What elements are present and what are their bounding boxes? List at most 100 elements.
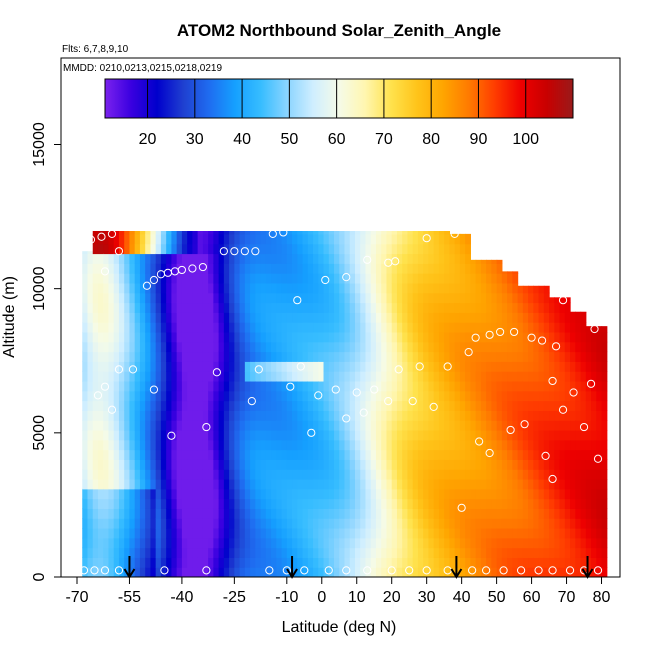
heatmap-cell	[129, 518, 136, 529]
heatmap-cell	[229, 488, 235, 500]
heatmap-cell	[318, 231, 325, 235]
heatmap-cell	[349, 231, 356, 235]
heatmap-cell	[580, 311, 587, 313]
heatmap-cell	[218, 233, 225, 245]
heatmap-cell	[543, 410, 550, 421]
heatmap-cell	[454, 302, 461, 313]
heatmap-cell	[187, 302, 193, 313]
heatmap-cell	[501, 547, 508, 558]
heatmap-cell	[250, 351, 256, 362]
heatmap-cell	[229, 390, 235, 402]
heatmap-cell	[286, 351, 293, 362]
heatmap-cell	[129, 537, 136, 549]
heatmap-cell	[176, 400, 183, 411]
heatmap-cell	[208, 243, 214, 255]
heatmap-cell	[171, 469, 178, 480]
heatmap-cell	[570, 322, 576, 333]
heatmap-cell	[480, 312, 487, 323]
heatmap-cell	[491, 459, 498, 470]
heatmap-cell	[265, 322, 272, 333]
heatmap-cell	[260, 429, 267, 441]
sample-point	[251, 247, 260, 256]
heatmap-cell	[554, 567, 561, 577]
surface-sample-point	[548, 566, 557, 575]
heatmap-cell	[402, 449, 409, 460]
heatmap-cell	[160, 527, 167, 539]
heatmap-cell	[575, 547, 582, 558]
heatmap-cell	[507, 567, 513, 577]
heatmap-cell	[528, 449, 534, 460]
heatmap-cell	[386, 488, 393, 500]
heatmap-cell	[543, 557, 550, 568]
heatmap-cell	[87, 537, 94, 549]
heatmap-cell	[396, 341, 403, 353]
heatmap-cell	[328, 322, 335, 333]
heatmap-cell	[465, 371, 471, 382]
heatmap-cell	[428, 312, 435, 323]
heatmap-cell	[82, 449, 89, 460]
heatmap-cell	[97, 488, 104, 500]
heatmap-cell	[559, 297, 566, 304]
heatmap-cell	[339, 282, 346, 294]
heatmap-cell	[139, 557, 146, 568]
heatmap-cell	[87, 361, 94, 372]
heatmap-cell	[313, 273, 319, 284]
heatmap-cell	[97, 508, 104, 519]
heatmap-cell	[271, 508, 277, 519]
heatmap-cell	[528, 292, 534, 304]
heatmap-cell	[202, 557, 209, 568]
heatmap-cell	[501, 390, 508, 402]
heatmap-cell	[564, 341, 571, 353]
heatmap-cell	[386, 557, 393, 568]
heatmap-cell	[97, 380, 104, 392]
heatmap-cell	[134, 312, 141, 323]
heatmap-cell	[87, 380, 94, 392]
heatmap-cell	[549, 312, 555, 323]
heatmap-cell	[323, 322, 330, 333]
heatmap-cell	[176, 351, 183, 362]
heatmap-cell	[229, 231, 235, 235]
heatmap-cell	[150, 410, 157, 421]
heatmap-cell	[276, 233, 283, 245]
heatmap-cell	[339, 449, 346, 460]
heatmap-cell	[354, 518, 361, 529]
heatmap-cell	[276, 322, 283, 333]
heatmap-cell	[271, 420, 277, 431]
heatmap-cell	[302, 322, 309, 333]
heatmap-cell	[423, 233, 430, 245]
heatmap-cell	[370, 273, 377, 284]
heatmap-cell	[160, 518, 167, 529]
heatmap-cell	[302, 429, 309, 441]
heatmap-cell	[145, 312, 152, 323]
heatmap-cell	[328, 233, 335, 245]
heatmap-cell	[286, 302, 293, 313]
heatmap-cell	[292, 518, 298, 529]
heatmap-cell	[313, 518, 319, 529]
heatmap-cell	[213, 263, 220, 274]
heatmap-cell	[108, 331, 115, 343]
heatmap-cell	[596, 527, 603, 539]
heatmap-cell	[496, 371, 503, 382]
heatmap-cell	[564, 527, 571, 539]
heatmap-cell	[412, 233, 419, 245]
heatmap-cell	[202, 233, 209, 245]
heatmap-cell	[528, 478, 534, 490]
heatmap-cell	[97, 547, 104, 558]
heatmap-cell	[139, 567, 146, 577]
heatmap-cell	[202, 341, 209, 353]
heatmap-cell	[360, 263, 367, 274]
heatmap-cell	[360, 557, 367, 568]
heatmap-cell	[522, 420, 529, 431]
heatmap-cell	[349, 361, 356, 372]
heatmap-cell	[239, 567, 246, 577]
heatmap-cell	[412, 380, 419, 392]
heatmap-cell	[454, 439, 461, 451]
heatmap-cell	[423, 292, 430, 304]
heatmap-cell	[139, 478, 146, 490]
heatmap-cell	[360, 567, 367, 577]
heatmap-cell	[150, 292, 157, 304]
heatmap-cell	[386, 527, 393, 539]
heatmap-cell	[559, 351, 566, 362]
heatmap-cell	[118, 273, 125, 284]
heatmap-cell	[365, 478, 372, 490]
